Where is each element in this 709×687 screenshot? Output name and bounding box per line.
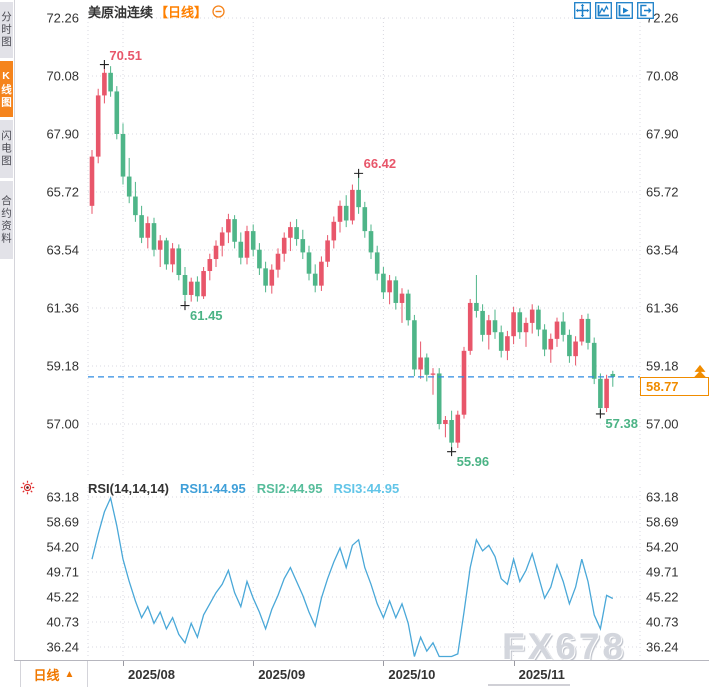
svg-text:65.72: 65.72	[46, 185, 79, 200]
period-selector[interactable]: 日线 ▲	[20, 661, 88, 687]
period-tag: 【日线】	[155, 4, 208, 20]
svg-text:58.69: 58.69	[646, 515, 679, 530]
svg-text:59.18: 59.18	[646, 359, 679, 374]
svg-text:49.71: 49.71	[646, 565, 679, 580]
rsi-header: RSI(14,14,14) RSI1:44.95 RSI2:44.95 RSI3…	[88, 481, 399, 496]
candles	[89, 64, 616, 452]
svg-text:54.20: 54.20	[646, 540, 679, 555]
svg-text:61.36: 61.36	[646, 301, 679, 316]
sidebar-tab-time-chart[interactable]: 分时图	[0, 2, 13, 58]
svg-text:67.90: 67.90	[46, 127, 79, 142]
svg-text:65.72: 65.72	[646, 185, 679, 200]
time-axis-tick	[253, 661, 255, 666]
svg-text:63.54: 63.54	[646, 243, 679, 258]
svg-text:36.24: 36.24	[46, 640, 79, 655]
svg-text:49.71: 49.71	[46, 565, 79, 580]
rsi1-value: RSI1:44.95	[179, 481, 246, 496]
toolbar	[574, 2, 654, 19]
rsi2-value: RSI2:44.95	[256, 481, 323, 496]
svg-text:70.08: 70.08	[46, 69, 79, 84]
grid	[87, 17, 641, 657]
chart-canvas[interactable]: 72.26 72.26 70.08 70.08 67.90 67.90 65.72 65.72…	[0, 0, 709, 660]
period-label: 日线	[33, 667, 60, 683]
svg-text:54.20: 54.20	[46, 540, 79, 555]
svg-text:45.22: 45.22	[46, 590, 79, 605]
cross-marker-icon	[447, 447, 457, 457]
go-to-latest-icon[interactable]	[637, 2, 654, 19]
svg-text:59.18: 59.18	[46, 359, 79, 374]
rsi-line	[91, 495, 614, 658]
svg-text:57.00: 57.00	[46, 417, 79, 432]
sidebar-tab-candle-chart[interactable]: K线图	[0, 61, 13, 117]
svg-text:40.73: 40.73	[646, 615, 679, 630]
sidebar: 分时图 K线图 闪电图 合约资料	[0, 0, 15, 660]
svg-text:63.18: 63.18	[646, 490, 679, 505]
svg-text:63.54: 63.54	[46, 243, 79, 258]
axis-play-icon[interactable]	[616, 2, 633, 19]
date-label: 2025/09	[258, 667, 306, 682]
chevron-up-icon: ▲	[64, 668, 75, 680]
svg-text:57.00: 57.00	[646, 417, 679, 432]
time-axis-tick	[383, 661, 385, 666]
sidebar-tab-contract-info[interactable]: 合约资料	[0, 181, 13, 259]
svg-text:70.08: 70.08	[646, 69, 679, 84]
symbol-title: 美原油连续	[88, 4, 154, 20]
svg-text:63.18: 63.18	[46, 490, 79, 505]
time-axis-tick	[513, 661, 515, 666]
move-crosshair-icon[interactable]	[574, 2, 591, 19]
time-axis-tick	[123, 661, 124, 666]
date-label: 2025/11	[518, 667, 565, 682]
svg-text:36.24: 36.24	[646, 640, 679, 655]
price-alert-arrows-icon	[693, 364, 707, 378]
overlays	[88, 60, 707, 457]
svg-text:67.90: 67.90	[646, 127, 679, 142]
minus-circle-icon[interactable]	[212, 4, 225, 18]
svg-text:72.26: 72.26	[46, 11, 79, 26]
rsi-params-label: RSI(14,14,14)	[88, 481, 169, 496]
scrollbar-thumb[interactable]	[488, 684, 570, 686]
titlebar: 美原油连续 【日线】	[88, 3, 225, 20]
cross-marker-icon	[354, 168, 364, 178]
cross-marker-icon	[99, 60, 109, 70]
sun-settings-icon[interactable]	[20, 480, 35, 495]
cross-marker-icon	[595, 409, 605, 419]
date-label: 2025/08	[128, 667, 175, 682]
axis-labels: 72.26 72.26 70.08 70.08 67.90 67.90 65.72 65.72…	[46, 11, 678, 655]
svg-text:58.69: 58.69	[46, 515, 79, 530]
svg-text:40.73: 40.73	[46, 615, 79, 630]
sidebar-tab-flash-chart[interactable]: 闪电图	[0, 120, 13, 178]
svg-text:72.26: 72.26	[646, 11, 679, 26]
auto-scale-axis-icon[interactable]	[595, 2, 612, 19]
time-axis-bar: 日线 ▲ 2025/08 2025/09 2025/10 2025/11	[14, 660, 709, 687]
rsi3-value: RSI3:44.95	[333, 481, 400, 496]
date-label: 2025/10	[388, 667, 436, 682]
last-price-label: 58.77	[640, 377, 709, 396]
svg-text:61.36: 61.36	[46, 301, 79, 316]
svg-text:45.22: 45.22	[646, 590, 679, 605]
cross-marker-icon	[180, 301, 190, 311]
